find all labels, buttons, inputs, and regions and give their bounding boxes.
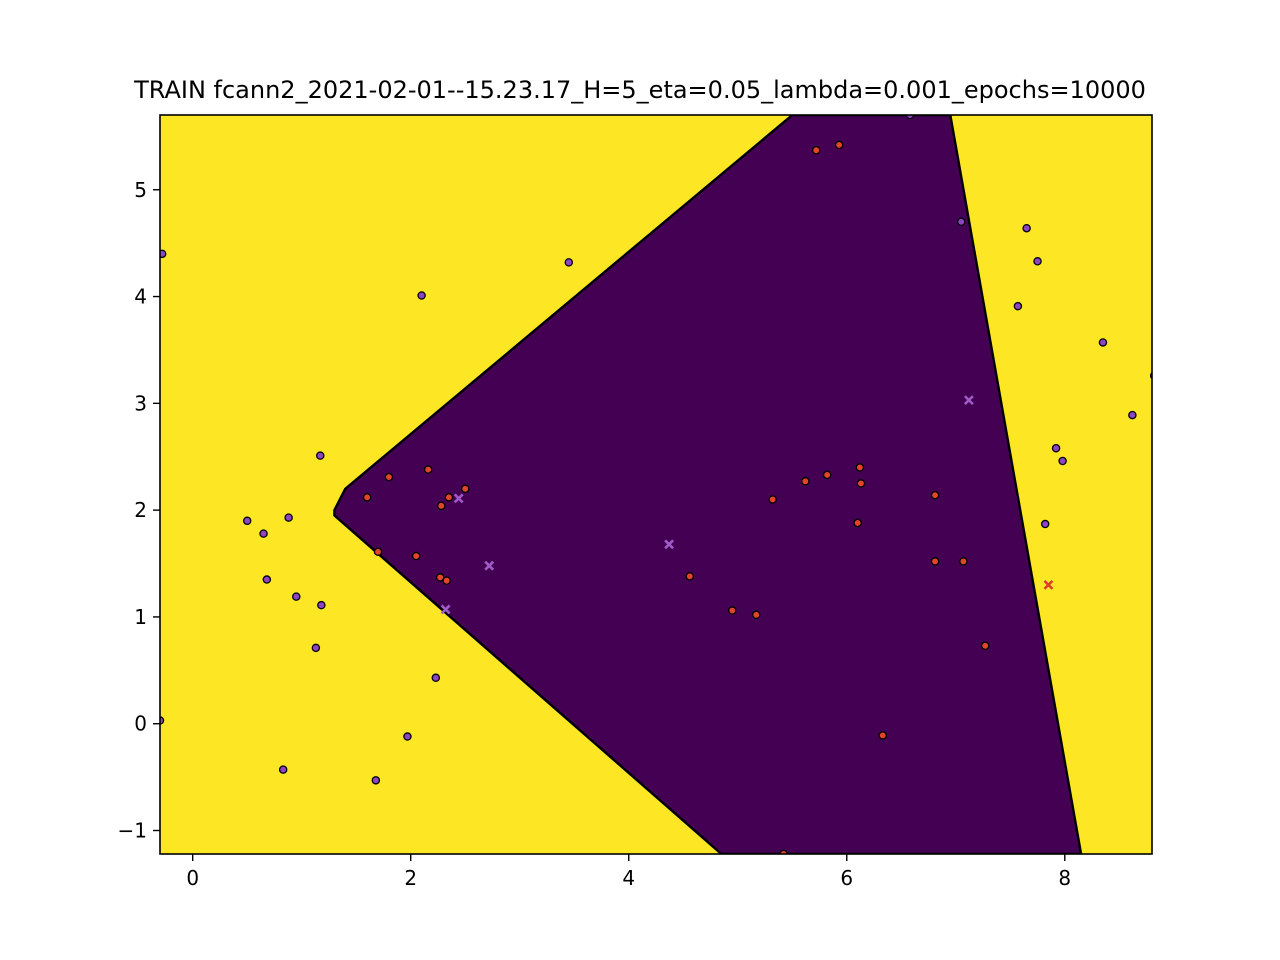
- data-point-red: [411, 551, 421, 561]
- data-point-red: [384, 472, 394, 482]
- data-point-purple: [262, 575, 272, 584]
- data-point-red: [423, 465, 433, 474]
- data-point-red: [959, 557, 968, 566]
- data-point-purple: [1022, 223, 1031, 233]
- data-point-purple: [417, 291, 426, 300]
- decision-region: [333, 115, 1083, 854]
- data-point-red: [822, 470, 832, 480]
- data-point-red: [685, 572, 695, 581]
- data-point-red: [930, 557, 940, 566]
- data-point-purple: [315, 451, 325, 460]
- data-point-red: [855, 463, 865, 472]
- data-point-red: [878, 731, 887, 740]
- y-tick-label: 5: [134, 178, 147, 202]
- plot-frame: [159, 114, 1153, 855]
- misclassified-point-purple: [453, 493, 464, 504]
- y-tick-label: 1: [134, 605, 147, 629]
- x-tick-label: 6: [840, 866, 853, 890]
- y-tick-label: 4: [134, 285, 147, 309]
- data-point-red: [444, 493, 454, 502]
- y-tick-label: 3: [134, 391, 147, 415]
- data-point-purple: [1051, 443, 1061, 453]
- y-tick-label: 2: [134, 498, 147, 522]
- data-point-purple: [259, 529, 268, 538]
- x-tick-label: 0: [186, 866, 199, 890]
- data-point-purple: [1128, 410, 1137, 420]
- x-tick-label: 2: [404, 866, 417, 890]
- misclassified-point-purple: [440, 604, 451, 615]
- data-point-purple: [311, 643, 321, 653]
- data-point-purple: [956, 217, 966, 227]
- x-tick-label: 4: [622, 866, 635, 890]
- data-point-purple: [431, 673, 441, 683]
- data-point-red: [801, 477, 810, 486]
- data-point-purple: [1033, 257, 1042, 266]
- data-point-red: [930, 490, 940, 500]
- data-point-purple: [564, 258, 574, 267]
- data-point-purple: [1013, 301, 1023, 311]
- y-tick-label: 0: [134, 712, 147, 736]
- data-point-red: [853, 518, 862, 528]
- data-point-red: [856, 479, 866, 488]
- data-point-purple: [403, 732, 412, 741]
- data-point-red: [779, 849, 788, 854]
- data-point-red: [834, 140, 844, 150]
- data-point-red: [435, 573, 445, 582]
- data-point-purple: [371, 776, 381, 785]
- chart-title: TRAIN fcann2_2021-02-01--15.23.17_H=5_et…: [133, 76, 1146, 104]
- y-tick-label: −1: [118, 819, 147, 843]
- data-point-red: [768, 495, 777, 504]
- misclassified-point-purple: [664, 539, 675, 550]
- data-point-purple: [1058, 456, 1067, 466]
- plot-area: [160, 115, 1152, 854]
- data-point-purple: [292, 592, 301, 601]
- data-point-purple: [1098, 338, 1108, 347]
- data-point-purple: [284, 513, 293, 522]
- data-point-purple: [160, 249, 167, 259]
- misclassified-point-purple: [484, 560, 495, 571]
- data-point-purple: [1040, 519, 1050, 529]
- data-point-red: [442, 576, 451, 585]
- data-point-red: [752, 610, 761, 620]
- data-point-red: [811, 145, 821, 155]
- data-point-purple: [242, 516, 252, 526]
- data-point-red: [980, 641, 990, 651]
- misclassified-point-red: [1043, 579, 1054, 590]
- data-point-red: [362, 493, 372, 502]
- x-tick-label: 8: [1058, 866, 1071, 890]
- axes: 0 2 4 6 8 −1 0 1 2 3 4 5: [118, 178, 1072, 890]
- data-point-purple: [317, 600, 326, 610]
- data-point-purple: [278, 765, 288, 774]
- data-point-red: [373, 547, 383, 557]
- data-point-red: [728, 606, 737, 615]
- data-point-red: [436, 501, 446, 511]
- misclassified-point-purple: [963, 395, 974, 406]
- data-point-purple: [160, 716, 165, 725]
- data-point-red: [460, 484, 470, 494]
